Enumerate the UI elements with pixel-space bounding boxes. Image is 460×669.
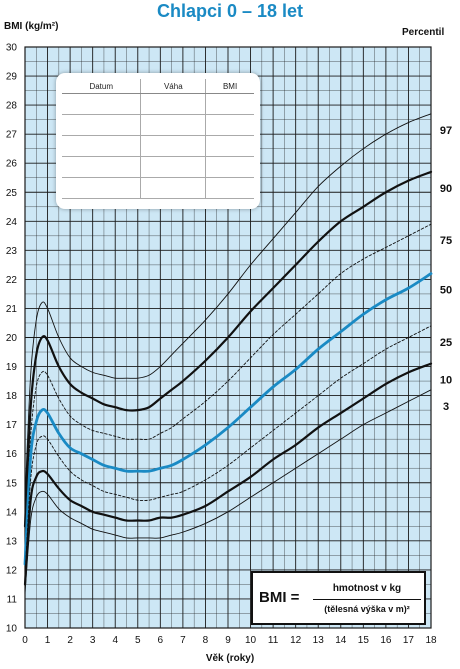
y-tick-label: 14 — [6, 507, 18, 518]
y-tick-label: 24 — [6, 217, 18, 228]
x-tick-label: 2 — [67, 635, 73, 646]
y-tick-label: 20 — [6, 333, 18, 344]
y-tick-label: 25 — [6, 188, 18, 199]
x-tick-label: 7 — [180, 635, 186, 646]
y-tick-label: 23 — [6, 246, 18, 257]
record-cell[interactable] — [205, 93, 254, 115]
y-tick-label: 29 — [6, 72, 18, 83]
x-tick-label: 13 — [313, 635, 325, 646]
x-tick-label: 3 — [90, 635, 96, 646]
percentile-curve-25 — [24, 325, 432, 577]
y-tick-label: 19 — [6, 362, 18, 373]
record-cell[interactable] — [62, 93, 141, 115]
record-table-card: Datum Váha BMI — [56, 73, 260, 209]
percentile-legend-title: Percentil — [402, 27, 445, 38]
y-tick-label: 22 — [6, 275, 18, 286]
record-cell[interactable] — [62, 177, 141, 199]
record-cell[interactable] — [140, 93, 206, 115]
percentile-curve-10 — [23, 362, 433, 586]
y-tick-label: 26 — [6, 159, 18, 170]
x-tick-label: 6 — [158, 635, 164, 646]
percentile-curve-3 — [24, 389, 432, 594]
x-tick-label: 18 — [425, 635, 437, 646]
record-cell[interactable] — [140, 114, 206, 136]
record-cell[interactable] — [62, 156, 141, 178]
record-cell[interactable] — [205, 114, 254, 136]
column-header-bmi: BMI — [205, 79, 254, 94]
percentile-label-97: 97 — [440, 125, 452, 137]
y-tick-label: 13 — [6, 536, 18, 547]
y-tick-labels: 10 11 12 13 14 15 16 17 18 19 20 21 22 23 24 25 26 27 28 29… — [6, 43, 18, 635]
y-tick-label: 16 — [6, 449, 18, 460]
record-cell[interactable] — [62, 114, 141, 136]
percentile-curve-97 — [24, 113, 432, 501]
percentile-labels: 97 90 75 50 25 10 3 — [440, 125, 452, 413]
y-tick-label: 18 — [6, 391, 18, 402]
formula-numerator: hmotnost v kg — [332, 583, 402, 594]
percentile-curve-90 — [23, 170, 433, 528]
table-row — [62, 93, 254, 115]
x-axis-label: Věk (roky) — [205, 653, 255, 664]
record-table: Datum Váha BMI — [62, 79, 254, 199]
y-tick-label: 12 — [6, 565, 18, 576]
formula-fraction-bar — [313, 599, 421, 600]
table-row — [62, 156, 254, 178]
percentile-label-50: 50 — [440, 285, 452, 297]
record-cell[interactable] — [205, 156, 254, 178]
chart-title: Chlapci 0 – 18 let — [156, 1, 304, 21]
percentile-curves — [23, 113, 433, 594]
y-tick-label: 28 — [6, 101, 18, 112]
column-header-date: Datum — [62, 79, 141, 94]
record-table-header-row: Datum Váha BMI — [62, 79, 254, 94]
y-tick-label: 30 — [6, 43, 18, 54]
x-tick-labels: 0 1 2 3 4 5 6 7 8 9 10 11 12 13 14 15 16 17 18 — [22, 635, 437, 646]
percentile-label-25: 25 — [440, 337, 452, 349]
bmi-formula-box: BMI = hmotnost v kg (tělesná výška v m)² — [251, 571, 426, 625]
x-tick-label: 10 — [245, 635, 257, 646]
x-tick-label: 8 — [203, 635, 209, 646]
formula-denominator: (tělesná výška v m)² — [324, 604, 410, 614]
y-axis-label: BMI (kg/m²) — [4, 21, 59, 32]
x-tick-label: 0 — [22, 635, 28, 646]
record-cell[interactable] — [205, 135, 254, 157]
record-cell[interactable] — [62, 135, 141, 157]
percentile-curve-50 — [23, 272, 433, 566]
formula-lhs: BMI = — [259, 589, 300, 606]
record-cell[interactable] — [205, 177, 254, 199]
x-tick-label: 12 — [290, 635, 302, 646]
y-tick-label: 17 — [6, 420, 18, 431]
percentile-label-3: 3 — [443, 401, 449, 413]
record-cell[interactable] — [140, 135, 206, 157]
y-tick-label: 10 — [6, 624, 18, 635]
record-cell[interactable] — [140, 156, 206, 178]
plot-frame — [24, 46, 432, 629]
x-tick-label: 14 — [335, 635, 347, 646]
record-cell[interactable] — [140, 177, 206, 199]
x-tick-label: 4 — [112, 635, 118, 646]
percentile-label-75: 75 — [440, 235, 452, 247]
table-row — [62, 114, 254, 136]
x-tick-label: 11 — [268, 635, 279, 646]
y-tick-label: 21 — [6, 304, 18, 315]
y-tick-label: 27 — [6, 130, 18, 141]
x-tick-label: 5 — [135, 635, 141, 646]
percentile-label-10: 10 — [440, 375, 452, 387]
x-tick-label: 1 — [45, 635, 51, 646]
y-tick-label: 11 — [7, 594, 18, 605]
x-tick-label: 15 — [358, 635, 370, 646]
table-row — [62, 177, 254, 199]
x-tick-label: 17 — [403, 635, 415, 646]
x-tick-label: 16 — [380, 635, 392, 646]
y-tick-label: 15 — [6, 478, 18, 489]
x-tick-label: 9 — [225, 635, 231, 646]
column-header-weight: Váha — [140, 79, 206, 94]
table-row — [62, 135, 254, 157]
percentile-label-90: 90 — [440, 183, 452, 195]
